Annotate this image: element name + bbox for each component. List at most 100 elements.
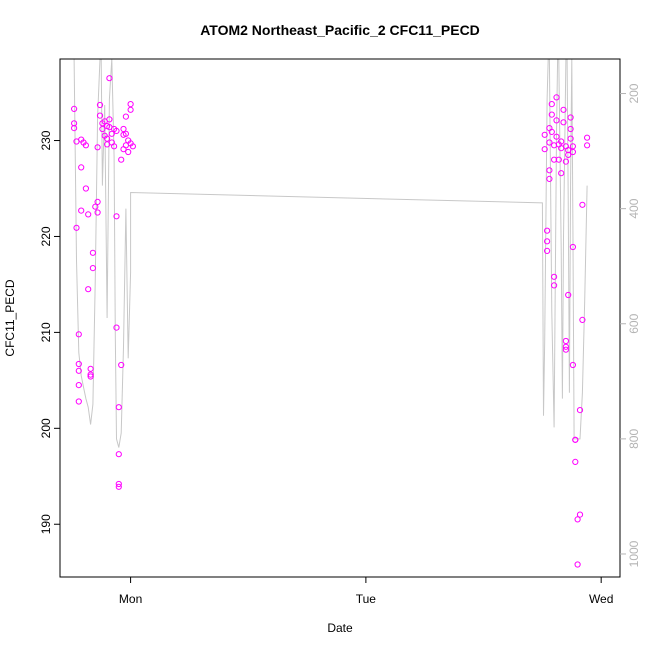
data-point xyxy=(546,167,553,174)
x-tick-label: Tue xyxy=(356,592,377,606)
data-point xyxy=(572,458,579,465)
data-point xyxy=(118,361,125,369)
data-point xyxy=(85,286,92,293)
data-point xyxy=(85,211,92,218)
data-point xyxy=(111,143,118,150)
data-point xyxy=(541,131,548,138)
data-point xyxy=(94,198,101,205)
x-tick-label: Wed xyxy=(589,592,613,606)
data-point xyxy=(75,382,82,389)
right-tick-label: 400 xyxy=(627,198,641,218)
data-point xyxy=(113,127,120,134)
data-point xyxy=(576,511,584,518)
data-point xyxy=(576,407,584,414)
depth-line xyxy=(73,59,588,448)
data-point xyxy=(87,371,94,378)
data-point xyxy=(122,130,130,137)
data-point xyxy=(584,134,591,141)
x-axis-label: Date xyxy=(327,621,353,635)
data-point xyxy=(569,143,577,150)
data-point xyxy=(569,243,577,251)
data-point xyxy=(551,282,558,289)
data-point xyxy=(115,404,122,411)
data-point xyxy=(558,138,565,145)
right-tick-label: 1000 xyxy=(627,540,641,567)
data-point xyxy=(548,111,555,118)
data-point xyxy=(558,170,565,177)
data-point xyxy=(89,249,97,256)
data-point xyxy=(553,133,560,140)
data-point xyxy=(129,143,136,150)
data-point xyxy=(94,209,101,216)
data-point xyxy=(551,273,558,280)
data-point xyxy=(118,156,125,163)
data-point xyxy=(75,367,82,374)
data-point xyxy=(546,175,553,182)
data-point xyxy=(567,125,574,133)
data-point xyxy=(544,247,551,254)
data-point xyxy=(565,151,572,158)
data-point xyxy=(73,224,80,231)
y-axis-label: CFC11_PECD xyxy=(3,279,17,356)
data-point xyxy=(122,113,130,120)
y-tick-label: 200 xyxy=(39,418,53,438)
data-point xyxy=(548,101,555,108)
y-tick-label: 190 xyxy=(39,514,53,534)
data-point xyxy=(75,331,82,338)
data-point xyxy=(87,373,94,380)
data-point xyxy=(544,227,551,234)
data-point xyxy=(551,156,558,163)
data-point xyxy=(541,146,548,153)
data-point xyxy=(560,106,567,113)
y-tick-label: 230 xyxy=(39,130,53,150)
data-point xyxy=(113,213,120,220)
x-tick-label: Mon xyxy=(119,592,142,606)
y-tick-label: 210 xyxy=(39,322,53,342)
axes-layer: 190 200 210 220 230 Mon Tue Wed 200 400 600 800 1000 xyxy=(39,58,641,606)
right-tick-label: 200 xyxy=(627,83,641,103)
data-point xyxy=(546,139,553,146)
data-point xyxy=(560,119,567,126)
data-point xyxy=(125,148,132,156)
data-point xyxy=(71,125,78,132)
data-point xyxy=(562,343,570,350)
y-tick-label: 220 xyxy=(39,226,53,246)
data-point xyxy=(569,148,577,156)
data-point xyxy=(120,125,127,133)
points-layer xyxy=(71,75,591,568)
data-point xyxy=(574,516,581,523)
data-point xyxy=(89,265,97,272)
data-point xyxy=(572,436,579,443)
data-point xyxy=(92,203,99,210)
data-point xyxy=(108,130,115,137)
data-point xyxy=(544,238,551,245)
data-point xyxy=(569,361,577,369)
data-point xyxy=(106,75,113,82)
data-point xyxy=(78,164,85,171)
data-point xyxy=(96,112,104,119)
chart-title: ATOM2 Northeast_Pacific_2 CFC11_PECD xyxy=(200,22,480,38)
data-point xyxy=(115,451,122,458)
data-point xyxy=(562,337,570,345)
data-point xyxy=(115,480,122,488)
data-point xyxy=(567,114,574,121)
data-point xyxy=(574,561,581,568)
data-point xyxy=(82,142,90,149)
data-point xyxy=(579,201,586,208)
data-point xyxy=(71,105,78,113)
data-point xyxy=(113,324,120,331)
data-point xyxy=(548,128,555,135)
data-point xyxy=(75,360,82,368)
data-point xyxy=(579,316,586,323)
data-point xyxy=(127,101,134,108)
data-point xyxy=(75,398,82,405)
data-point xyxy=(96,101,104,109)
right-tick-label: 800 xyxy=(627,429,641,449)
data-point xyxy=(115,483,122,490)
data-point xyxy=(99,125,106,133)
data-point xyxy=(106,116,113,123)
data-point xyxy=(555,156,562,163)
data-point xyxy=(565,291,572,299)
